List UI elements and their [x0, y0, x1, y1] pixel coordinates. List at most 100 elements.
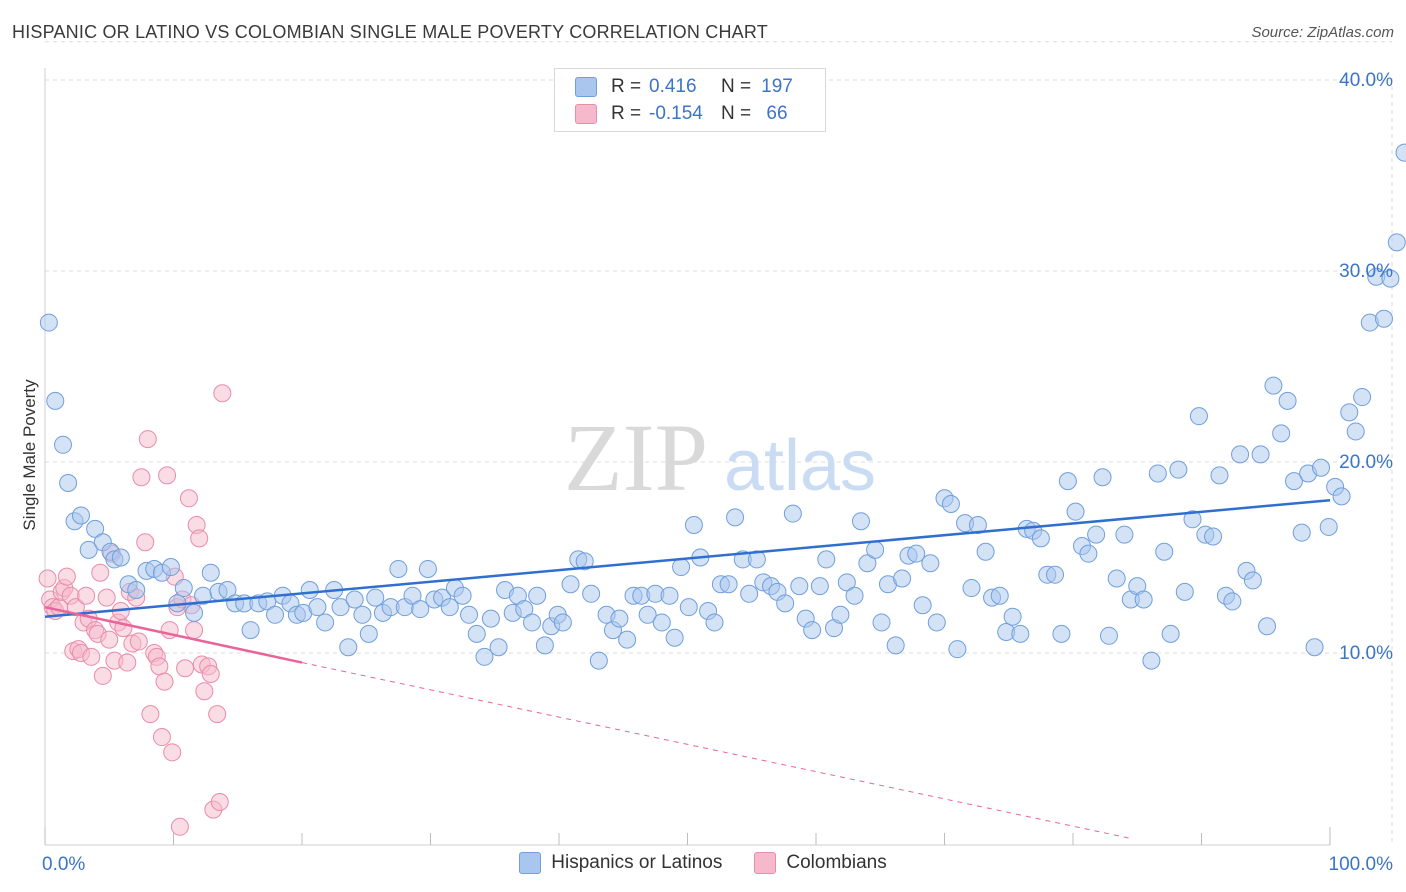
hispanic-point	[59, 474, 78, 493]
hispanic-point	[489, 638, 508, 657]
hispanic-point	[1319, 517, 1338, 536]
hispanic-point	[523, 613, 542, 632]
tick-labels: 10.0% 20.0% 30.0% 40.0% 0.0% 100.0%	[42, 70, 1393, 875]
colombian-point	[155, 672, 174, 691]
hispanic-point	[440, 598, 459, 617]
hispanic-point	[1107, 569, 1126, 588]
stats-legend: R = 0.416 N = 197 R = -0.154 N = 66	[554, 68, 826, 132]
hispanic-point	[1251, 445, 1270, 464]
hispanic-point	[174, 579, 193, 598]
hispanic-point	[453, 586, 472, 605]
hispanic-point	[921, 554, 940, 573]
hispanic-point	[300, 580, 319, 599]
y-tick-label: 10.0%	[1339, 643, 1393, 664]
watermark: ZIP atlas	[564, 404, 876, 511]
hispanic-point	[638, 605, 657, 624]
hispanic-point	[1031, 529, 1050, 548]
hispanic-point	[53, 435, 72, 454]
hispanic-point	[218, 580, 237, 599]
legend-item-colombians[interactable]: Colombians	[754, 852, 887, 874]
hispanic-point	[740, 584, 759, 603]
legend-n-value: 197	[761, 76, 793, 97]
hispanic-point	[1346, 422, 1365, 441]
colombian-point	[38, 569, 57, 588]
hispanic-point	[1272, 424, 1291, 443]
hispanic-point	[418, 559, 437, 578]
colombian-point	[141, 705, 160, 724]
hispanic-point	[266, 605, 285, 624]
colombian-point	[132, 468, 151, 487]
colombian-point	[179, 489, 198, 508]
hispanic-point	[460, 605, 479, 624]
colombian-point	[170, 817, 189, 836]
axes	[44, 68, 1331, 846]
legend-n-label: N =	[721, 76, 752, 97]
hispanic-point	[1046, 565, 1065, 584]
legend-r-label: R =	[611, 76, 642, 97]
hispanic-point	[241, 621, 260, 640]
hispanic-point	[810, 577, 829, 596]
colombian-point	[129, 632, 148, 651]
hispanic-point	[467, 624, 486, 643]
hispanic-point	[39, 313, 58, 332]
hispanic-point	[803, 621, 822, 640]
hispanic-point	[1175, 582, 1194, 601]
hispanic-point	[1353, 388, 1372, 407]
colombian-point	[118, 653, 137, 672]
hispanic-point	[1003, 607, 1022, 626]
source-label: Source: ZipAtlas.com	[1251, 24, 1394, 41]
hispanic-point	[817, 550, 836, 569]
hispanic-point	[866, 540, 885, 559]
hispanic-point	[1231, 445, 1250, 464]
y-tick-label: 20.0%	[1339, 452, 1393, 473]
y-axis-label: Single Male Poverty	[20, 379, 39, 531]
legend-swatch-blue	[575, 77, 597, 97]
hispanic-point	[913, 596, 932, 615]
legend-n-value: 66	[766, 103, 788, 124]
hispanic-point	[1099, 626, 1118, 645]
hispanic-point	[672, 558, 691, 577]
colombian-point	[213, 384, 232, 403]
colombian-point	[176, 659, 195, 678]
hispanic-point	[353, 605, 372, 624]
legend-label-colombians: Colombians	[786, 852, 887, 873]
hispanic-point	[582, 584, 601, 603]
hispanic-point	[1204, 527, 1223, 546]
hispanic-point	[359, 624, 378, 643]
hispanic-point	[403, 586, 422, 605]
watermark-atlas: atlas	[724, 426, 876, 506]
hispanic-point	[71, 506, 90, 525]
hispanic-point	[665, 628, 684, 647]
hispanics-points	[39, 143, 1406, 670]
hispanic-point	[1292, 523, 1311, 542]
legend-n-label: N =	[721, 103, 752, 124]
hispanic-point	[907, 544, 926, 563]
hispanic-point	[316, 613, 335, 632]
hispanic-point	[553, 613, 572, 632]
hispanic-point	[652, 613, 671, 632]
hispanic-point	[1087, 525, 1106, 544]
hispanic-point	[705, 613, 724, 632]
hispanic-point	[161, 558, 180, 577]
colombian-point	[97, 588, 116, 607]
hispanic-point	[1052, 624, 1071, 643]
hispanic-point	[976, 542, 995, 561]
hispanic-point	[345, 590, 364, 609]
hispanic-point	[679, 598, 698, 617]
colombian-point	[138, 430, 157, 449]
legend-row-hispanics: R = 0.416 N = 197	[575, 73, 797, 101]
chart-title: HISPANIC OR LATINO VS COLOMBIAN SINGLE M…	[12, 22, 768, 42]
x-tick-label: 0.0%	[42, 854, 85, 875]
hispanic-point	[1148, 464, 1167, 483]
grid-lines	[45, 41, 1393, 845]
colombian-trend-line	[44, 605, 303, 664]
legend-r-label: R =	[611, 103, 642, 124]
hispanic-point	[535, 636, 554, 655]
legend-item-hispanics[interactable]: Hispanics or Latinos	[519, 852, 722, 874]
hispanic-point	[1210, 466, 1229, 485]
colombian-point	[150, 657, 169, 676]
hispanic-point	[990, 586, 1009, 605]
hispanic-point	[1011, 624, 1030, 643]
hispanic-point	[790, 577, 809, 596]
